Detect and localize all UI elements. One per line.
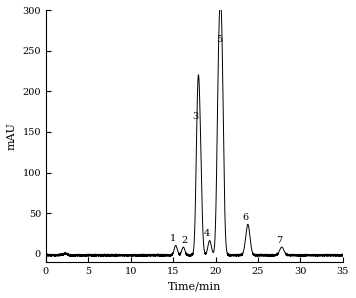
Text: 4: 4 <box>204 229 210 238</box>
Text: 7: 7 <box>276 236 282 245</box>
Text: 5: 5 <box>216 35 222 44</box>
Y-axis label: mAU: mAU <box>7 122 17 150</box>
Text: 2: 2 <box>181 236 187 245</box>
X-axis label: Time/min: Time/min <box>168 281 221 291</box>
Text: 1: 1 <box>170 234 176 243</box>
Text: 6: 6 <box>242 213 248 222</box>
Text: 3: 3 <box>192 112 198 122</box>
